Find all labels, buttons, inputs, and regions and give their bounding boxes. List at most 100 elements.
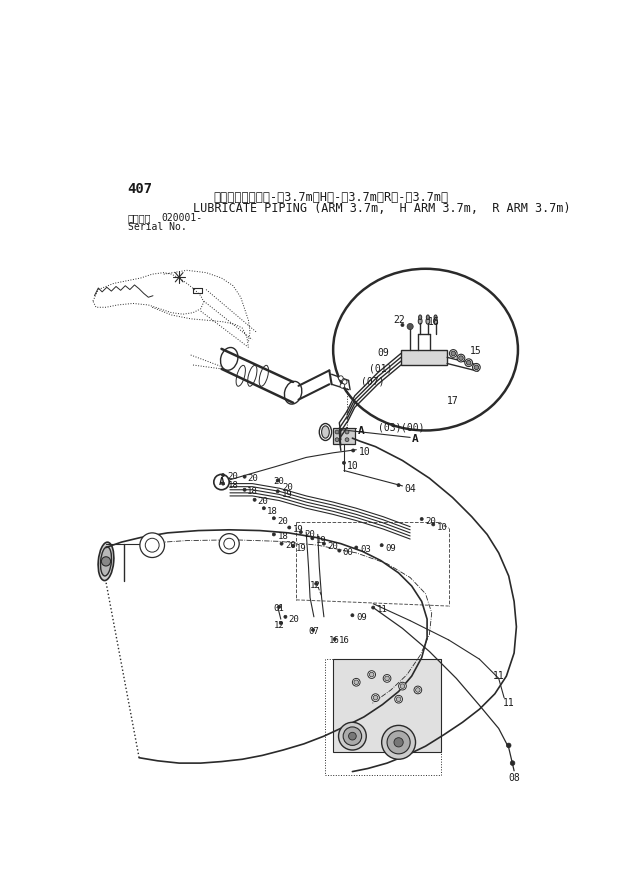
Text: 19: 19 [296, 544, 307, 553]
FancyBboxPatch shape [401, 349, 447, 365]
Circle shape [387, 731, 410, 754]
Circle shape [401, 323, 404, 327]
Circle shape [221, 473, 224, 477]
Circle shape [145, 539, 159, 552]
Circle shape [345, 430, 349, 434]
Circle shape [451, 351, 456, 356]
Circle shape [291, 545, 294, 547]
Text: 19: 19 [293, 526, 304, 534]
Text: 12: 12 [274, 621, 285, 629]
Circle shape [243, 488, 246, 491]
Circle shape [397, 484, 400, 486]
Text: 20: 20 [273, 478, 284, 486]
Circle shape [243, 475, 246, 478]
Text: 20: 20 [258, 498, 268, 506]
Circle shape [262, 506, 265, 510]
Ellipse shape [434, 315, 437, 320]
Text: 20: 20 [425, 517, 436, 526]
Circle shape [342, 380, 347, 384]
Text: 17: 17 [447, 395, 459, 406]
Text: (07): (07) [361, 376, 384, 387]
Circle shape [400, 684, 405, 689]
Text: 18: 18 [228, 480, 239, 490]
Text: 01: 01 [273, 604, 284, 613]
Circle shape [474, 365, 479, 369]
Ellipse shape [100, 546, 112, 576]
Circle shape [335, 430, 339, 434]
Text: 18: 18 [247, 487, 258, 497]
Text: 16: 16 [329, 636, 340, 645]
Ellipse shape [285, 382, 302, 404]
Text: 20: 20 [282, 483, 293, 491]
Circle shape [370, 672, 374, 677]
Text: 03: 03 [360, 546, 371, 554]
Circle shape [279, 622, 282, 624]
Circle shape [351, 614, 354, 617]
Circle shape [253, 498, 256, 501]
Ellipse shape [333, 269, 518, 430]
Text: 集中給脂配管（ア-ヤ3.7m，Hア-ヤ3.7m，Rア-ヤ3.7m）: 集中給脂配管（ア-ヤ3.7m，Hア-ヤ3.7m，Rア-ヤ3.7m） [214, 191, 449, 204]
Circle shape [343, 727, 361, 746]
Ellipse shape [221, 347, 238, 370]
Text: 16: 16 [428, 317, 440, 327]
Circle shape [472, 363, 480, 371]
Text: 11: 11 [494, 670, 505, 681]
Circle shape [466, 361, 471, 365]
Ellipse shape [433, 318, 438, 324]
Text: 10: 10 [347, 461, 359, 471]
Text: 16: 16 [339, 636, 349, 645]
Circle shape [335, 437, 339, 442]
Text: A: A [219, 477, 224, 487]
Circle shape [140, 533, 164, 558]
Circle shape [276, 479, 279, 482]
Circle shape [272, 517, 275, 519]
Circle shape [510, 760, 515, 766]
Text: 20: 20 [328, 542, 339, 551]
Text: 10: 10 [358, 447, 370, 457]
Circle shape [345, 437, 349, 442]
Circle shape [414, 686, 422, 694]
Text: 407: 407 [126, 182, 152, 196]
Circle shape [322, 542, 326, 546]
Circle shape [224, 539, 234, 549]
Circle shape [395, 696, 402, 703]
Circle shape [278, 605, 281, 608]
Ellipse shape [98, 542, 114, 581]
Circle shape [342, 461, 345, 464]
Circle shape [214, 474, 229, 490]
Circle shape [396, 697, 401, 702]
Circle shape [355, 546, 358, 549]
Circle shape [459, 356, 463, 361]
Circle shape [272, 533, 275, 536]
Circle shape [450, 349, 457, 357]
Text: 10: 10 [437, 523, 448, 532]
Text: 20: 20 [278, 517, 288, 526]
Text: 08: 08 [508, 773, 520, 783]
Circle shape [348, 732, 356, 740]
Text: 09: 09 [378, 348, 389, 358]
Text: 20: 20 [288, 615, 299, 623]
Circle shape [394, 738, 403, 747]
Ellipse shape [426, 318, 430, 324]
Text: A: A [412, 435, 418, 444]
Text: 07: 07 [309, 627, 319, 636]
Circle shape [399, 683, 406, 690]
Ellipse shape [418, 315, 422, 320]
Text: 04: 04 [405, 484, 417, 493]
Circle shape [415, 688, 420, 692]
Text: 22: 22 [393, 315, 405, 325]
Text: 15: 15 [470, 346, 482, 356]
Text: 00: 00 [342, 548, 353, 557]
Text: (03): (03) [378, 423, 401, 433]
Circle shape [299, 531, 303, 533]
Ellipse shape [427, 315, 430, 320]
Circle shape [420, 518, 423, 520]
Circle shape [284, 615, 287, 618]
Circle shape [280, 542, 283, 546]
Text: 11: 11 [377, 605, 388, 615]
Text: LUBRICATE PIPING (ARM 3.7m,  H ARM 3.7m,  R ARM 3.7m): LUBRICATE PIPING (ARM 3.7m, H ARM 3.7m, … [193, 202, 570, 215]
Text: 20: 20 [304, 530, 316, 539]
Circle shape [219, 533, 239, 553]
Circle shape [339, 375, 343, 381]
Text: 20: 20 [228, 472, 239, 481]
